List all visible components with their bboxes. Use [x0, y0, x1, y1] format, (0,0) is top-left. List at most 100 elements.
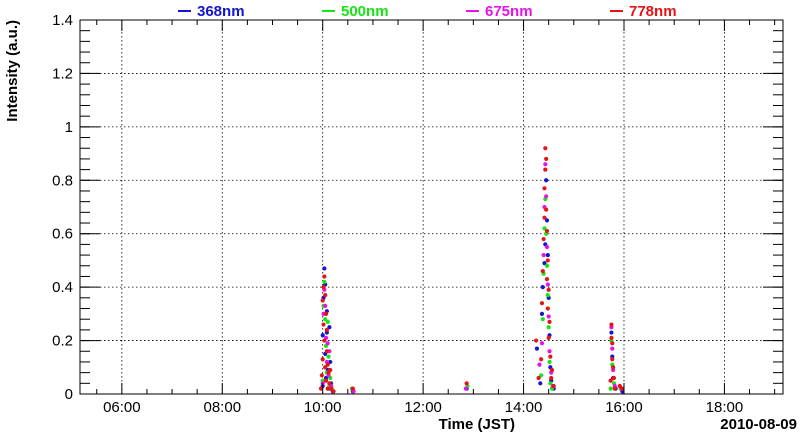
data-point [611, 365, 616, 370]
data-point [545, 293, 550, 298]
data-point [609, 330, 614, 335]
y-axis-label: Intensity (a.u.) [4, 20, 21, 122]
data-point [542, 186, 547, 191]
data-point [549, 367, 555, 373]
data-point [547, 349, 552, 354]
data-point [539, 311, 545, 316]
axis-ticks [80, 19, 783, 395]
x-axis-label: Time (JST) [439, 416, 515, 433]
data-point [540, 269, 545, 274]
data-point [546, 287, 551, 292]
data-point [545, 282, 550, 287]
data-point [546, 325, 551, 330]
data-point [540, 317, 545, 322]
data-point [325, 362, 330, 367]
data-point [325, 319, 330, 324]
data-point [543, 162, 548, 167]
data-point [321, 285, 326, 290]
data-point [617, 383, 622, 389]
data-point [546, 335, 551, 340]
legend-label: 675nm [485, 3, 533, 20]
data-point [322, 274, 327, 279]
data-point [620, 386, 625, 391]
data-point [608, 378, 613, 383]
data-point [319, 373, 324, 378]
data-point [321, 322, 326, 327]
data-point [327, 381, 332, 386]
data-point [331, 389, 336, 394]
series-500nm [320, 196, 623, 391]
data-point [548, 354, 553, 359]
data-point [544, 228, 550, 234]
data-point [545, 306, 550, 311]
data-point [611, 375, 617, 381]
y-tick-label: 1.2 [52, 65, 73, 82]
data-point [543, 167, 548, 172]
legend-label: 368nm [197, 3, 245, 20]
data-point [544, 207, 549, 212]
x-tick-label: 16:00 [605, 399, 643, 416]
data-point [541, 252, 546, 258]
data-point [544, 244, 550, 250]
series-675nm [320, 162, 624, 394]
data-point [326, 354, 331, 359]
data-point [546, 314, 551, 319]
y-tick-label: 0 [65, 386, 73, 403]
data-point [544, 156, 549, 162]
data-point [536, 375, 541, 381]
data-point [323, 365, 328, 370]
data-point [320, 357, 325, 362]
series-778nm [318, 146, 625, 394]
data-point [534, 346, 540, 351]
plot-frame [79, 19, 784, 395]
data-point [323, 317, 328, 322]
data-point [539, 301, 545, 306]
y-tick-label: 0.4 [52, 279, 73, 296]
data-point [542, 261, 547, 266]
data-point [551, 383, 556, 389]
data-point [327, 325, 332, 330]
data-point [540, 285, 545, 290]
data-point [323, 378, 329, 383]
y-tick-label: 0.8 [52, 172, 73, 189]
x-tick-label: 06:00 [103, 399, 141, 416]
data-point [323, 293, 328, 298]
data-point [538, 381, 543, 386]
data-point [463, 386, 468, 391]
data-point [537, 362, 542, 367]
data-point [328, 386, 334, 391]
data-point [539, 357, 544, 362]
data-point [322, 266, 327, 271]
x-tick-label: 08:00 [204, 399, 242, 416]
y-tick-label: 1 [65, 119, 73, 136]
data-point [539, 373, 544, 378]
data-point [547, 319, 552, 324]
data-point [323, 311, 329, 316]
data-point [543, 146, 548, 151]
data-point [544, 194, 549, 199]
data-point [324, 327, 329, 332]
date-label: 2010-08-09 [720, 416, 797, 433]
data-points [318, 146, 625, 394]
data-point [548, 381, 553, 386]
data-point [322, 279, 327, 284]
data-point [324, 349, 329, 354]
legend-label: 778nm [629, 3, 677, 20]
data-point [610, 357, 615, 362]
data-point [325, 386, 330, 391]
data-point [609, 322, 614, 327]
legend-label: 500nm [341, 3, 389, 20]
data-point [539, 341, 545, 346]
data-point [609, 335, 614, 340]
data-point [541, 236, 546, 242]
data-point [544, 218, 550, 223]
data-point [545, 252, 550, 258]
data-point [320, 333, 325, 338]
x-tick-label: 14:00 [505, 399, 543, 416]
data-point [328, 359, 333, 365]
legend: 368nm 500nm 675nm 778nm [178, 3, 677, 20]
data-point [320, 298, 325, 303]
data-point [544, 277, 550, 282]
tick-labels: 06:00 08:00 10:00 12:00 14:00 16:00 18:00 0 0.2 0… [52, 12, 743, 416]
